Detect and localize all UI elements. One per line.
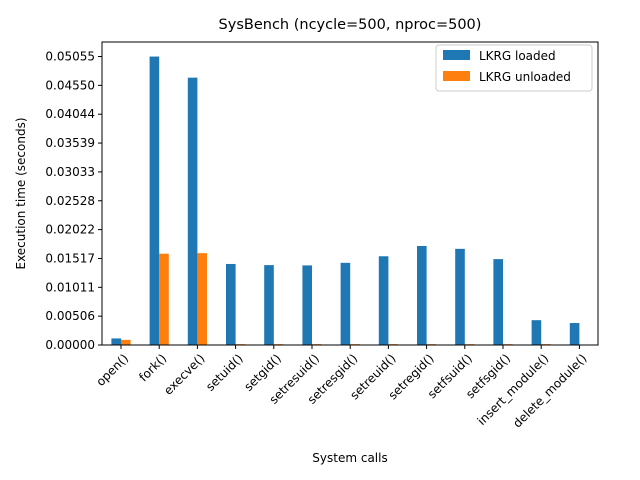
x-tick-label: fork() bbox=[136, 351, 169, 384]
y-tick-label: 0.03539 bbox=[45, 136, 95, 150]
x-tick-label: open() bbox=[93, 351, 131, 389]
y-tick-label: 0.01517 bbox=[45, 251, 95, 265]
bar-loaded bbox=[187, 77, 198, 345]
legend-box bbox=[435, 44, 593, 92]
bar-loaded bbox=[111, 338, 121, 345]
y-tick-label: 0.00000 bbox=[45, 338, 95, 352]
bar-unloaded bbox=[197, 253, 207, 345]
bar-loaded bbox=[340, 262, 351, 345]
y-tick-label: 0.00506 bbox=[45, 309, 95, 323]
bar-loaded bbox=[417, 245, 427, 345]
x-axis: open() fork()execve()setuid()setgid()setr… bbox=[93, 345, 590, 431]
x-tick-label: execve() bbox=[161, 351, 207, 397]
legend: LKRG loaded LKRG unloaded bbox=[435, 44, 593, 92]
x-tick-label: delete_module() bbox=[510, 351, 589, 430]
bar-loaded bbox=[226, 263, 236, 345]
y-tick-label: 0.05055 bbox=[45, 50, 95, 64]
bar-loaded bbox=[149, 56, 160, 346]
bar-unloaded bbox=[159, 253, 169, 345]
y-axis-title: Execution time (seconds) bbox=[14, 117, 28, 269]
y-tick-label: 0.02022 bbox=[45, 223, 95, 237]
legend-label: LKRG loaded bbox=[479, 49, 556, 63]
legend-swatch bbox=[443, 71, 470, 81]
y-tick-label: 0.01011 bbox=[45, 280, 95, 294]
bar-loaded bbox=[455, 248, 465, 345]
bar-loaded bbox=[264, 265, 274, 345]
bar-loaded bbox=[531, 320, 542, 345]
x-tick-label: insert_module() bbox=[475, 351, 552, 428]
y-tick-label: 0.04044 bbox=[45, 107, 95, 121]
y-tick-label: 0.04550 bbox=[45, 78, 95, 92]
plot-frame bbox=[101, 41, 599, 346]
x-tick-label: setuid() bbox=[203, 351, 246, 394]
legend-label: LKRG unloaded bbox=[479, 70, 571, 84]
bar-loaded bbox=[378, 256, 389, 345]
y-axis: 0.00000 0.00506 0.01011 0.01517 0.02022 0.025… bbox=[45, 50, 102, 352]
chart-title: SysBench (ncycle=500, nproc=500) bbox=[219, 17, 482, 33]
bar-loaded bbox=[493, 259, 503, 345]
bars-group bbox=[111, 56, 580, 346]
x-axis-title: System calls bbox=[312, 451, 387, 465]
bar-loaded bbox=[569, 323, 580, 345]
y-tick-label: 0.03033 bbox=[45, 165, 95, 179]
bar-unloaded bbox=[121, 339, 131, 345]
y-tick-label: 0.02528 bbox=[45, 194, 95, 208]
bar-loaded bbox=[302, 265, 312, 345]
legend-swatch bbox=[443, 50, 470, 60]
